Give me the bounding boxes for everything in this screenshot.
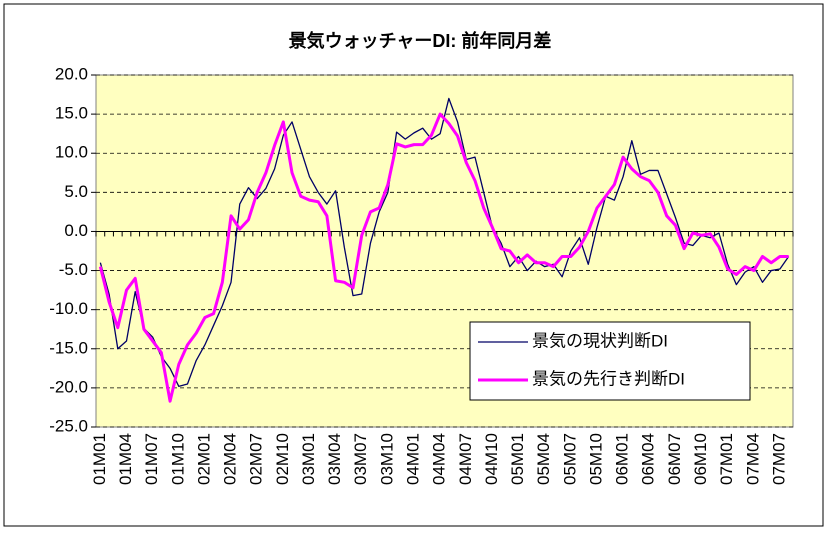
x-tick-label: 04M04 (430, 433, 449, 485)
x-tick-label: 03M01 (299, 433, 318, 485)
x-tick-label: 06M07 (665, 433, 684, 485)
x-tick-label: 05M01 (508, 433, 527, 485)
x-tick-label: 01M07 (142, 433, 161, 485)
x-tick-label: 02M07 (247, 433, 266, 485)
y-tick-label: -20.0 (49, 377, 88, 396)
y-tick-label: 0.0 (64, 221, 88, 240)
chart-title: 景気ウォッチャーDI: 前年同月差 (289, 30, 552, 51)
x-tick-label: 06M04 (639, 433, 658, 485)
x-tick-label: 05M10 (586, 433, 605, 485)
series-line (98, 112, 789, 403)
y-tick-label: -25.0 (49, 416, 88, 435)
y-tick-label: -5.0 (59, 260, 88, 279)
x-tick-label: 03M10 (377, 433, 396, 485)
x-tick-label: 07M01 (717, 433, 736, 485)
series-line (99, 97, 790, 387)
x-tick-label: 07M04 (743, 433, 762, 485)
legend-box (469, 321, 751, 401)
x-tick-label: 01M04 (116, 433, 135, 485)
x-tick-label: 04M01 (403, 433, 422, 485)
x-tick-label: 05M07 (560, 433, 579, 485)
y-tick-label: 20.0 (55, 64, 88, 83)
x-tick-label: 01M10 (168, 433, 187, 485)
x-tick-label: 04M07 (456, 433, 475, 485)
x-tick-label: 03M07 (351, 433, 370, 485)
x-tick-label: 07M07 (769, 433, 788, 485)
x-tick-label: 06M10 (691, 433, 710, 485)
y-tick-label: -15.0 (49, 338, 88, 357)
y-tick-label: 10.0 (55, 143, 88, 162)
x-tick-label: 02M01 (194, 433, 213, 485)
x-tick-label: 04M10 (482, 433, 501, 485)
legend-label: 景気の先行き判断DI (532, 369, 685, 388)
y-tick-label: 15.0 (55, 104, 88, 123)
x-tick-label: 05M04 (534, 433, 553, 485)
legend-label: 景気の現状判断DI (532, 331, 668, 350)
x-tick-label: 02M10 (273, 433, 292, 485)
x-tick-label: 01M01 (90, 433, 109, 485)
y-tick-label: 5.0 (64, 182, 88, 201)
x-tick-label: 06M01 (613, 433, 632, 485)
y-tick-label: -10.0 (49, 299, 88, 318)
x-tick-label: 02M04 (221, 433, 240, 485)
x-tick-label: 03M04 (325, 433, 344, 485)
